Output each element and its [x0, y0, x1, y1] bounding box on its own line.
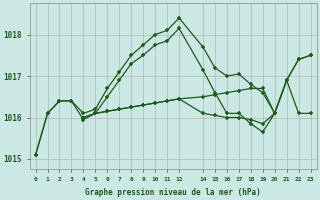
X-axis label: Graphe pression niveau de la mer (hPa): Graphe pression niveau de la mer (hPa) — [85, 188, 261, 197]
